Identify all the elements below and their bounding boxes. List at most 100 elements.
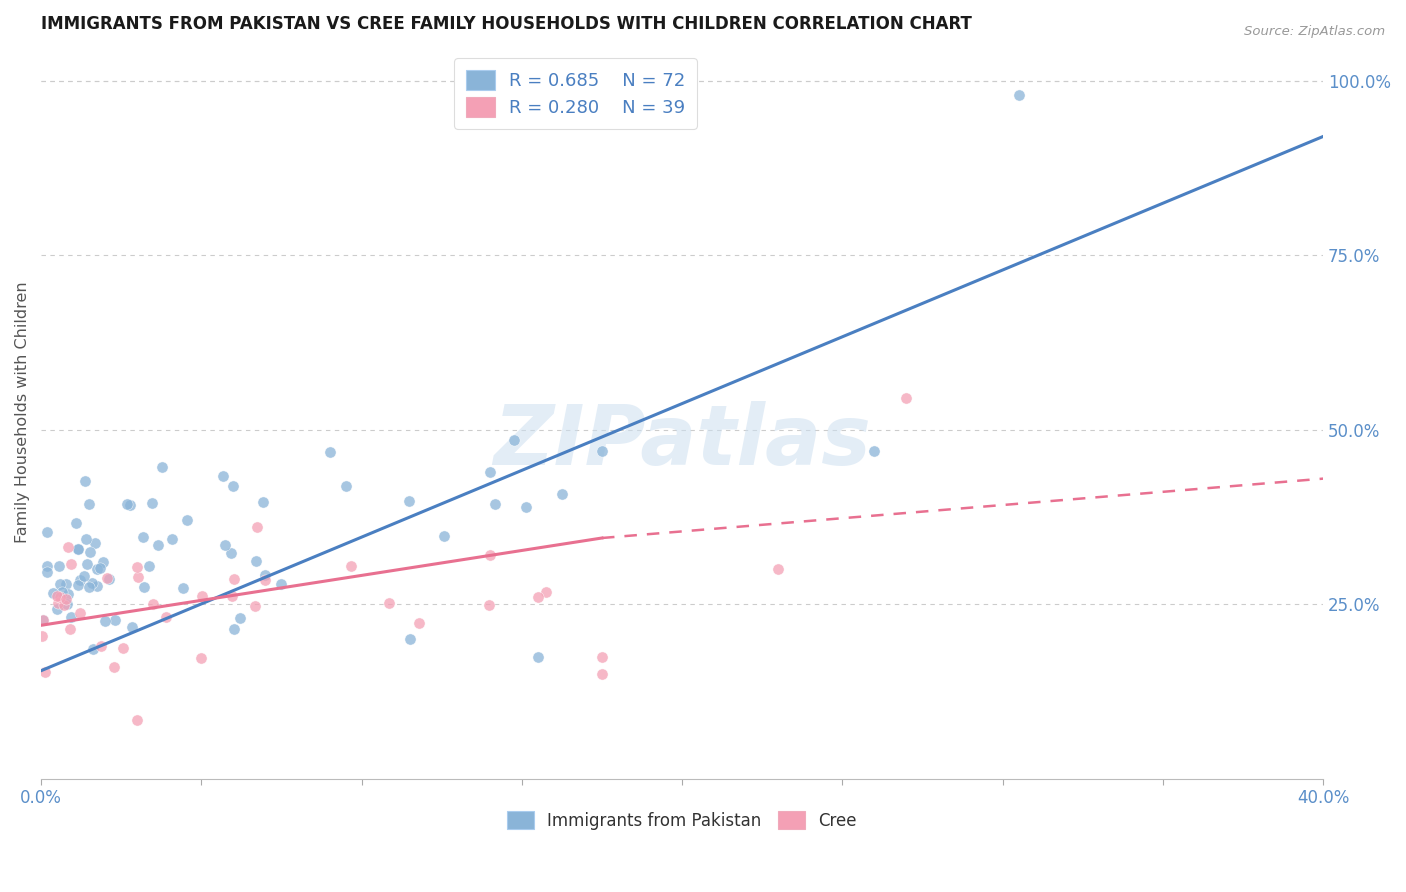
Point: [219, 545, 242, 559]
Text: Source: ZipAtlas.com: Source: ZipAtlas.com: [1244, 25, 1385, 38]
Point: [86, 562, 108, 576]
Point: [60, 557, 83, 571]
Point: [591, 649, 613, 664]
Point: [148, 538, 170, 552]
Point: [41, 586, 63, 600]
Text: ZIPatlas: ZIPatlas: [494, 401, 872, 482]
Point: [34, 665, 56, 679]
Text: IMMIGRANTS FROM PAKISTAN VS CREE FAMILY HOUSEHOLDS WITH CHILDREN CORRELATION CHA: IMMIGRANTS FROM PAKISTAN VS CREE FAMILY …: [41, 15, 972, 33]
Point: [127, 570, 149, 584]
Point: [254, 568, 277, 582]
Point: [112, 640, 135, 655]
Point: [527, 649, 550, 664]
Y-axis label: Family Households with Children: Family Households with Children: [15, 282, 30, 543]
Point: [398, 493, 420, 508]
Point: [73, 569, 96, 583]
Point: [69, 574, 91, 588]
Point: [52, 598, 75, 612]
Point: [45, 589, 67, 603]
Point: [378, 596, 401, 610]
Point: [58, 622, 80, 636]
Point: [58, 587, 80, 601]
Point: [82, 641, 104, 656]
Point: [132, 580, 155, 594]
Point: [32, 613, 55, 627]
Point: [591, 443, 613, 458]
Point: [79, 544, 101, 558]
Point: [190, 651, 212, 665]
Point: [65, 516, 87, 530]
Point: [172, 581, 194, 595]
Point: [484, 497, 506, 511]
Point: [37, 559, 59, 574]
Point: [103, 659, 125, 673]
Point: [252, 494, 274, 508]
Point: [56, 597, 79, 611]
Point: [221, 589, 243, 603]
Point: [132, 530, 155, 544]
Point: [176, 513, 198, 527]
Point: [155, 610, 177, 624]
Point: [69, 607, 91, 621]
Point: [534, 585, 557, 599]
Point: [76, 557, 98, 571]
Point: [478, 549, 501, 563]
Point: [478, 598, 501, 612]
Point: [335, 478, 357, 492]
Point: [863, 443, 886, 458]
Point: [118, 498, 141, 512]
Point: [67, 578, 90, 592]
Point: [37, 565, 59, 579]
Point: [503, 434, 526, 448]
Point: [80, 576, 103, 591]
Point: [245, 554, 267, 568]
Point: [551, 487, 574, 501]
Point: [75, 474, 97, 488]
Point: [318, 444, 340, 458]
Point: [125, 560, 148, 574]
Point: [115, 497, 138, 511]
Point: [49, 577, 72, 591]
Point: [66, 542, 89, 557]
Point: [58, 540, 80, 554]
Point: [67, 541, 90, 556]
Point: [121, 620, 143, 634]
Point: [224, 572, 246, 586]
Point: [96, 570, 118, 584]
Point: [48, 596, 70, 610]
Point: [515, 500, 537, 514]
Point: [527, 591, 550, 605]
Point: [35, 525, 58, 540]
Point: [243, 599, 266, 613]
Point: [433, 529, 456, 543]
Point: [478, 465, 501, 479]
Point: [160, 532, 183, 546]
Point: [1008, 87, 1031, 102]
Point: [46, 601, 69, 615]
Point: [91, 555, 114, 569]
Point: [398, 632, 420, 647]
Point: [49, 590, 72, 604]
Point: [896, 392, 918, 406]
Point: [89, 561, 111, 575]
Point: [127, 713, 149, 727]
Point: [270, 577, 292, 591]
Point: [214, 538, 236, 552]
Point: [229, 610, 252, 624]
Point: [104, 613, 127, 627]
Point: [60, 609, 83, 624]
Point: [254, 573, 277, 587]
Point: [141, 496, 163, 510]
Point: [591, 667, 613, 681]
Point: [84, 536, 107, 550]
Point: [191, 589, 214, 603]
Point: [340, 559, 363, 574]
Point: [48, 559, 70, 574]
Point: [142, 597, 165, 611]
Point: [211, 469, 233, 483]
Point: [51, 585, 73, 599]
Legend: Immigrants from Pakistan, Cree: Immigrants from Pakistan, Cree: [501, 805, 863, 837]
Point: [152, 460, 174, 475]
Point: [55, 577, 77, 591]
Point: [94, 615, 117, 629]
